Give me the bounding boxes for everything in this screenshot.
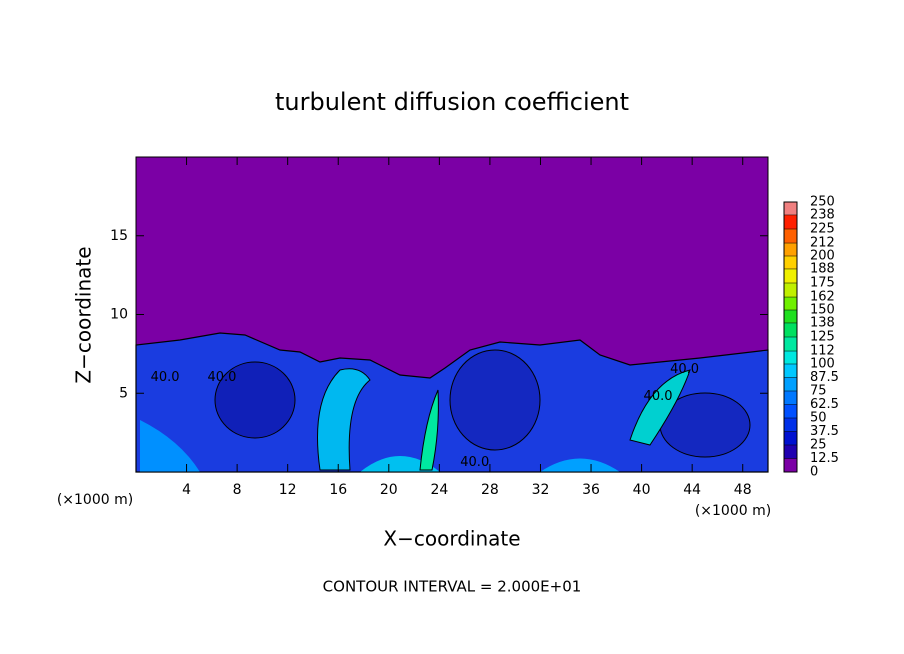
field-patch: [629, 369, 691, 446]
colorbar-label: 25: [810, 438, 827, 453]
colorbar-band: [784, 297, 797, 310]
colorbar-label: 75: [810, 384, 827, 399]
colorbar-label: 87.5: [810, 370, 839, 385]
y-tick-label: 5: [119, 385, 128, 401]
colorbar-band: [784, 458, 797, 472]
colorbar-band: [784, 268, 797, 283]
x-tick-label: 8: [233, 482, 242, 498]
x-tick-label: 48: [734, 482, 752, 498]
colorbar-label: 12.5: [810, 451, 839, 466]
colorbar-label: 162: [810, 290, 835, 305]
x-unit-label: (×1000 m): [695, 503, 771, 519]
contour-label: 40.0: [151, 370, 180, 385]
colorbar-label: 0: [810, 465, 818, 480]
x-tick-label: 24: [430, 482, 448, 498]
x-tick-label: 40: [633, 482, 651, 498]
x-tick-label: 20: [380, 482, 398, 498]
colorbar-label: 112: [810, 344, 835, 359]
colorbar-band: [784, 404, 797, 418]
colorbar-label: 225: [810, 222, 835, 237]
x-unit-label: (×1000 m): [57, 492, 133, 508]
field: [135, 157, 769, 473]
colorbar-band: [784, 214, 797, 229]
colorbar-band: [784, 351, 797, 364]
colorbar-label: 50: [810, 411, 827, 426]
field-patch: [140, 420, 200, 472]
contour-label: 40.0: [670, 362, 699, 377]
colorbar-band: [784, 337, 797, 352]
x-tick-label: 36: [582, 482, 600, 498]
colorbar-label: 188: [810, 261, 835, 276]
colorbar-label: 250: [810, 195, 835, 210]
colorbar-band: [784, 229, 797, 244]
colorbar-label: 138: [810, 315, 835, 330]
colorbar-band: [784, 418, 797, 432]
colorbar-band: [784, 243, 797, 256]
chart-title: turbulent diffusion coefficient: [275, 88, 629, 116]
x-tick-label: 12: [279, 482, 297, 498]
field-core: [449, 349, 541, 451]
field-patch: [540, 458, 620, 472]
colorbar-label: 125: [810, 330, 835, 345]
colorbar-label: 150: [810, 303, 835, 318]
field-core: [214, 361, 296, 439]
colorbar-label: 200: [810, 249, 835, 264]
colorbar-band: [784, 256, 797, 269]
y-axis-label: Z−coordinate: [72, 246, 96, 383]
x-tick-label: 4: [182, 482, 191, 498]
colorbar-band: [784, 377, 797, 391]
colorbar-band: [784, 322, 797, 337]
field-patch: [419, 389, 439, 471]
y-tick-label: 15: [110, 228, 128, 244]
colorbar-band: [784, 431, 797, 445]
x-tick-label: 28: [481, 482, 499, 498]
x-axis-label: X−coordinate: [383, 527, 520, 551]
colorbar-label: 62.5: [810, 397, 839, 412]
field-patch: [317, 368, 371, 471]
colorbar-band: [784, 364, 797, 378]
colorbar-band: [784, 283, 797, 298]
footer: CONTOUR INTERVAL = 2.000E+01: [323, 578, 582, 596]
contour-label: 40.0: [207, 370, 236, 385]
colorbar-band: [784, 445, 797, 459]
y-tick-label: 10: [110, 307, 128, 323]
colorbar-band: [784, 310, 797, 323]
colorbar-label: 212: [810, 236, 835, 251]
x-tick-label: 16: [329, 482, 347, 498]
contour-label: 40.0: [460, 455, 489, 470]
colorbar-band: [784, 391, 797, 405]
colorbar-label: 37.5: [810, 424, 839, 439]
contour-label: 40.0: [644, 389, 673, 404]
colorbar-label: 238: [810, 207, 835, 222]
x-tick-label: 32: [532, 482, 550, 498]
colorbar-band: [784, 202, 797, 215]
x-tick-label: 44: [683, 482, 701, 498]
colorbar-label: 175: [810, 276, 835, 291]
colorbar-label: 100: [810, 357, 835, 372]
